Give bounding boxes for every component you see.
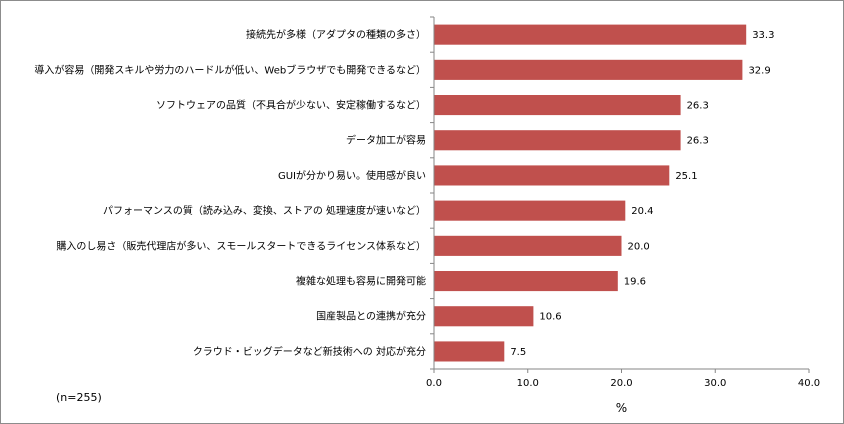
category-label: 国産製品との連携が充分 [316, 310, 426, 323]
value-label: 26.3 [687, 101, 709, 112]
bar [434, 341, 505, 362]
category-label: 購入のし易さ（販売代理店が多い、スモールスタートできるライセンス体系など） [56, 239, 426, 252]
value-label: 25.1 [675, 171, 697, 182]
x-tick-label: 20.0 [610, 378, 632, 389]
bar [434, 235, 622, 256]
category-label: パフォーマンスの質（読み込み、変換、ストアの 処理速度が速いなど） [103, 204, 426, 217]
value-label: 7.5 [510, 347, 526, 358]
bar [434, 271, 618, 292]
x-axis-title: % [616, 401, 627, 415]
value-label: 32.9 [748, 65, 770, 76]
category-label: 接続先が多様（アダプタの種類の多さ） [246, 28, 426, 41]
value-label: 19.6 [624, 277, 646, 288]
x-tick-label: 10.0 [517, 378, 539, 389]
value-label: 20.0 [628, 241, 650, 252]
bar [434, 200, 626, 221]
bar [434, 130, 681, 151]
bar [434, 59, 743, 80]
value-label: 33.3 [752, 30, 774, 41]
category-label: クラウド・ビッグデータなど新技術への 対応が充分 [193, 345, 426, 358]
x-tick-label: 30.0 [704, 378, 726, 389]
category-labels-group: 接続先が多様（アダプタの種類の多さ） 導入が容易（開発スキルや労力のハードルが低い… [34, 28, 426, 358]
value-labels-group: 33.3 32.9 26.3 26.3 25.1 20.4 20.0 19.6 10.6 7.5 [510, 30, 774, 358]
category-label: 複雑な処理も容易に開発可能 [296, 275, 426, 288]
value-label: 10.6 [539, 312, 561, 323]
category-label: GUIが分かり易い。使用感が良い [278, 169, 426, 182]
category-label: 導入が容易（開発スキルや労力のハードルが低い、Webブラウザでも開発できるなど） [34, 63, 426, 76]
bar [434, 306, 534, 327]
bars-group [434, 24, 747, 362]
bar [434, 24, 747, 45]
category-label: ソフトウェアの品質（不具合が少ない、安定稼働するなど） [156, 99, 426, 112]
sample-size-note: (n=255) [56, 391, 102, 404]
value-label: 26.3 [687, 136, 709, 147]
x-ticks-group: 0.0 10.0 20.0 30.0 40.0 [426, 16, 820, 389]
bar [434, 165, 670, 186]
bar [434, 95, 681, 116]
category-label: データ加工が容易 [346, 134, 426, 147]
value-label: 20.4 [631, 206, 653, 217]
x-tick-label: 0.0 [426, 378, 442, 389]
x-tick-label: 40.0 [798, 378, 820, 389]
